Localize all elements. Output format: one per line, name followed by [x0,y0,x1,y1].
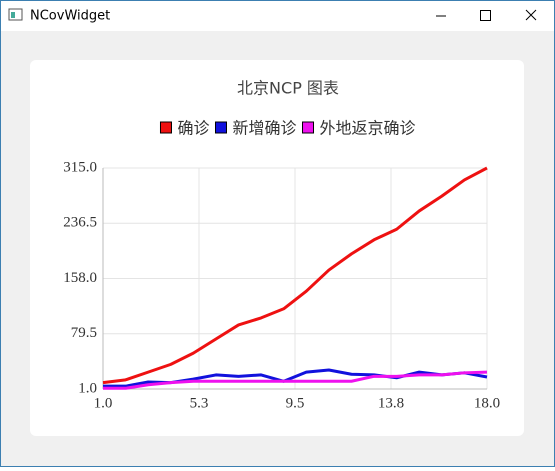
chart-card [30,60,524,436]
close-button[interactable] [525,9,537,21]
plot: 1.0 79.5 158.0 236.5 315.0 1.0 5.3 9.5 13.8 18.0 确… [63,119,500,412]
title-bar [1,1,554,31]
window-title: NCovWidget [30,9,110,24]
y-tick-label: 158.0 [63,270,97,286]
series-line [103,370,488,390]
app-icon [8,8,23,21]
x-tick-label: 9.5 [286,395,305,411]
x-tick-label: 18.0 [474,395,500,411]
legend-marker [214,121,227,134]
x-tick-label: 1.0 [94,395,113,411]
maximize-button[interactable] [480,10,491,21]
legend-label: 新增确诊 [232,119,296,138]
series-line [102,166,488,385]
legend-label: 确诊 [177,119,209,138]
y-tick-label: 1.0 [78,380,97,396]
y-tick-label: 315.0 [63,159,97,175]
legend-marker [159,121,172,134]
legend-label: 外地返京确诊 [320,119,416,138]
legend-marker [302,121,315,134]
y-tick-label: 236.5 [63,215,97,231]
chart-title: 北京NCP 图表 [237,79,339,98]
x-tick-label: 13.8 [378,395,404,411]
y-tick-label: 79.5 [71,325,97,341]
x-tick-label: 5.3 [190,395,209,411]
